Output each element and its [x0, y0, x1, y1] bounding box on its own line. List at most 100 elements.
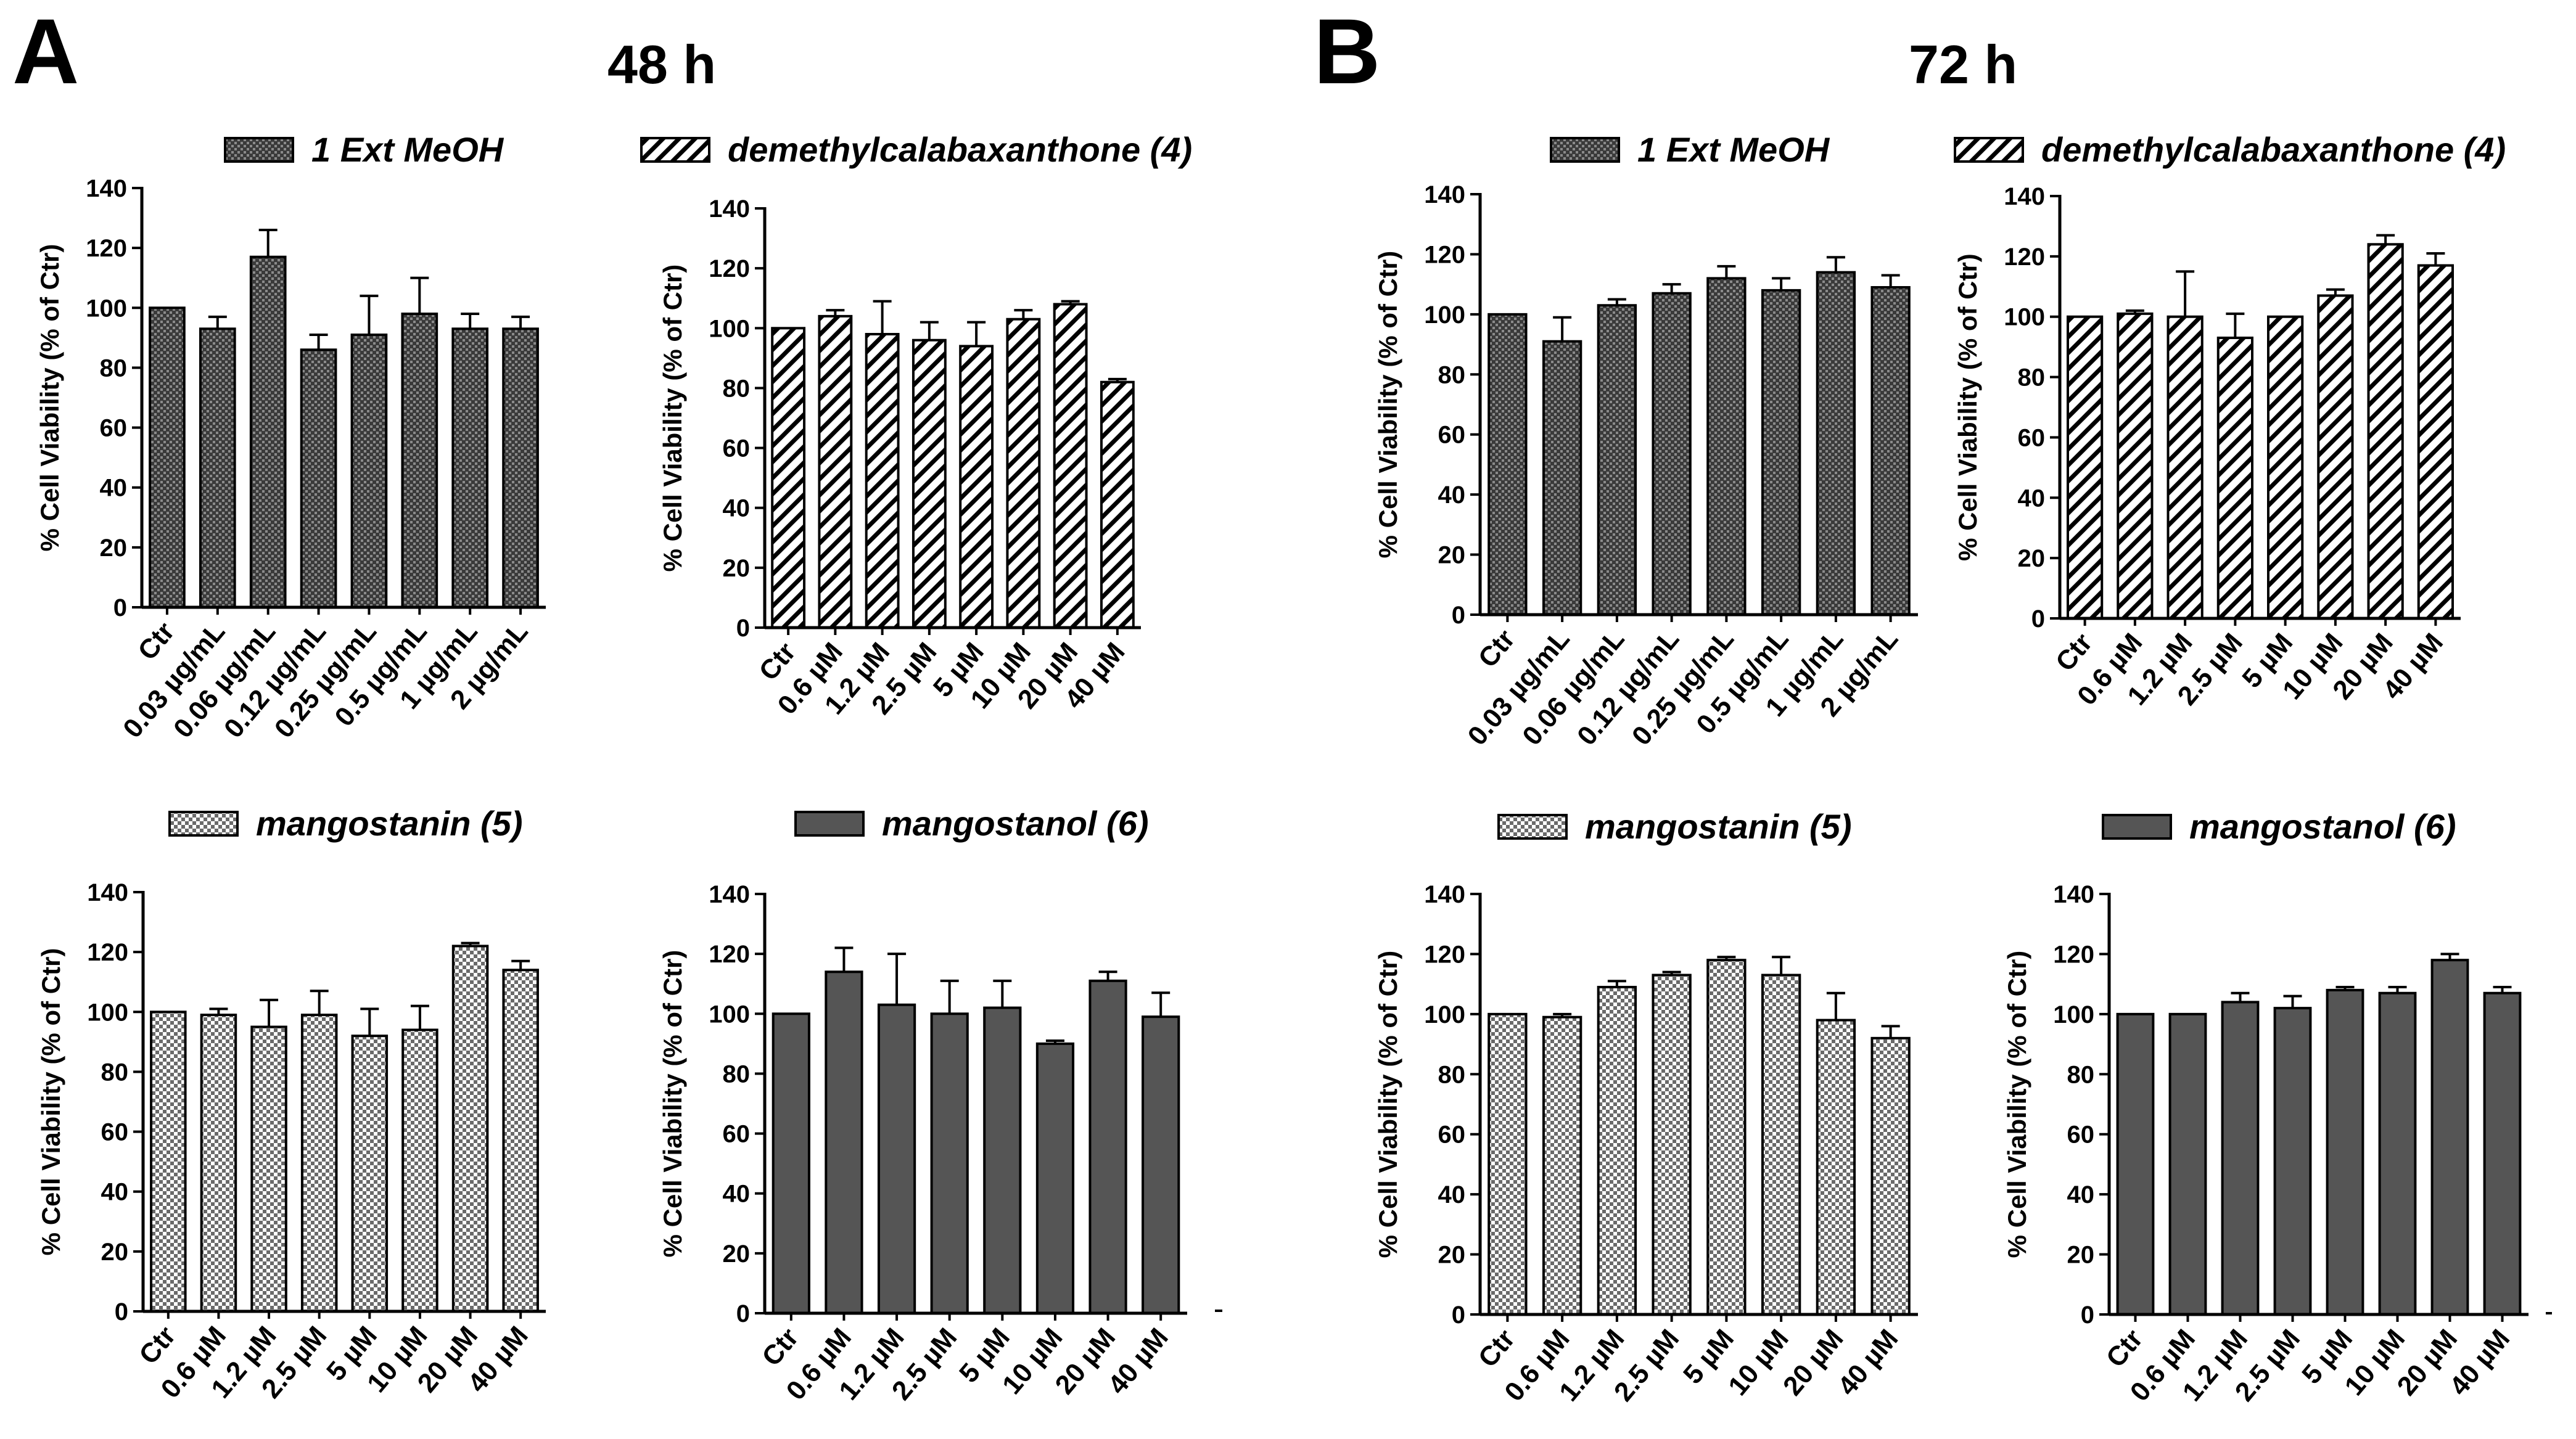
bar	[300, 1014, 338, 1313]
y-axis-label: % Cell Viability (% of Ctr)	[1953, 253, 1982, 561]
y-tick-label: 120	[87, 939, 128, 966]
bar	[2273, 1007, 2312, 1316]
bar	[1706, 959, 1747, 1316]
y-tick-label: 60	[100, 415, 128, 442]
x-tick-label: 40 µM	[1832, 1324, 1904, 1401]
bar	[2221, 1001, 2260, 1316]
bar	[877, 1003, 916, 1314]
y-tick-label: 100	[709, 1001, 750, 1028]
bar	[150, 1011, 187, 1313]
y-tick-label: 40	[2018, 485, 2046, 512]
y-tick-label: 40	[723, 1181, 751, 1208]
chart-72h-ext-meoh: 1 Ext MeOH % Cell Viability (% of Ctr) Ctr…	[1373, 130, 1918, 751]
y-tick-label: 20	[1438, 1242, 1466, 1269]
bar	[502, 969, 539, 1313]
bar	[1706, 277, 1747, 616]
y-tick-label: 120	[2053, 941, 2094, 968]
y-axis-label: % Cell Viability (% of Ctr)	[658, 950, 687, 1258]
bar	[818, 314, 853, 629]
y-tick-label: 0	[2081, 1302, 2094, 1329]
legend-label: mangostanol (6)	[882, 804, 1148, 843]
legend-swatch	[2102, 814, 2172, 840]
bar	[451, 327, 489, 609]
bar	[865, 333, 900, 629]
chart-72h-mangostanol: mangostanol (6) % Cell Viability (% of Ct…	[2002, 807, 2529, 1407]
y-tick-label: 80	[2018, 364, 2046, 392]
legend-swatch	[1954, 137, 2024, 163]
bar	[771, 327, 806, 629]
chart-48h-mangostanin: mangostanin (5) % Cell Viability (% of Ct…	[36, 804, 546, 1404]
bar	[199, 327, 236, 609]
y-tick-label: 100	[87, 999, 128, 1026]
bar	[1652, 292, 1692, 616]
bar	[401, 313, 438, 609]
y-tick-label: 40	[101, 1179, 129, 1206]
y-tick-label: 0	[1452, 1302, 1465, 1329]
bar	[2378, 991, 2417, 1316]
y-tick-label: 140	[709, 195, 750, 223]
x-tick-label: 10 µM	[1722, 1324, 1795, 1401]
y-tick-label: 60	[723, 1121, 751, 1148]
y-tick-label: 20	[2067, 1242, 2095, 1269]
bar	[401, 1028, 438, 1313]
bar	[2317, 294, 2354, 620]
y-tick-label: 40	[723, 495, 751, 522]
y-tick-label: 40	[2067, 1181, 2095, 1208]
y-tick-label: 20	[101, 1239, 129, 1266]
chart-48h-mangostanol: mangostanol (6) % Cell Viability (% of Ct…	[658, 804, 1187, 1406]
x-tick-label: Ctr	[1473, 1324, 1521, 1373]
bar	[1761, 974, 1801, 1316]
bar	[983, 1006, 1022, 1314]
y-axis-label: % Cell Viability (% of Ctr)	[2002, 951, 2031, 1258]
legend-label: mangostanol (6)	[2189, 807, 2456, 846]
y-tick-label: 120	[709, 941, 750, 968]
y-tick-label: 60	[1438, 422, 1466, 449]
bar	[911, 338, 947, 629]
y-tick-label: 20	[2018, 545, 2046, 572]
legend-label: demethylcalabaxanthone (4)	[728, 130, 1192, 169]
bar	[825, 970, 863, 1315]
y-tick-label: 0	[115, 1298, 128, 1326]
y-tick-label: 80	[723, 1060, 751, 1088]
stray-mark	[2546, 1312, 2552, 1314]
y-tick-label: 80	[100, 355, 128, 382]
y-tick-label: 120	[86, 235, 127, 262]
chart-72h-mangostanin: mangostanin (5) % Cell Viability (% of Ct…	[1373, 807, 1918, 1407]
legend-label: 1 Ext MeOH	[311, 130, 504, 169]
y-tick-label: 40	[1438, 1181, 1466, 1208]
bar	[451, 945, 489, 1313]
legend-swatch	[794, 811, 865, 837]
panel-letter-a: A	[12, 0, 79, 103]
y-axis-label: % Cell Viability (% of Ctr)	[35, 244, 64, 552]
bar	[2067, 315, 2104, 620]
bar	[2117, 312, 2154, 620]
y-tick-label: 140	[2004, 183, 2045, 210]
y-tick-label: 60	[1438, 1121, 1466, 1149]
y-tick-label: 20	[1438, 542, 1466, 569]
y-tick-label: 0	[736, 1300, 750, 1327]
bar	[1761, 289, 1801, 616]
bar	[351, 1035, 389, 1313]
bar	[2167, 315, 2204, 620]
y-tick-label: 80	[101, 1059, 129, 1086]
y-tick-label: 100	[2053, 1001, 2094, 1028]
legend-swatch	[1497, 814, 1568, 840]
bar	[2267, 315, 2304, 620]
chart-48h-demethylcalabaxanthone: demethylcalabaxanthone (4) % Cell Viabili…	[640, 130, 1192, 720]
bar	[300, 348, 337, 609]
bar	[1006, 318, 1041, 629]
bar	[1488, 313, 1528, 616]
y-tick-label: 0	[1452, 602, 1465, 629]
bar	[2483, 991, 2522, 1316]
panel-title-48h: 48 h	[607, 34, 716, 95]
legend-swatch	[168, 811, 239, 837]
bar	[2116, 1012, 2155, 1316]
x-tick-label: Ctr	[756, 1322, 804, 1372]
bar	[959, 345, 994, 629]
y-tick-label: 100	[709, 315, 750, 342]
y-tick-label: 120	[1424, 941, 1465, 968]
bar	[1816, 271, 1856, 616]
bar	[2216, 336, 2253, 620]
x-tick-label: 40 µM	[2443, 1324, 2516, 1401]
